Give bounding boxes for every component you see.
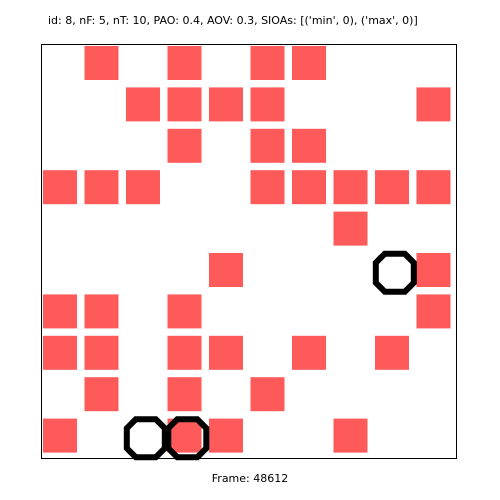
cells-layer xyxy=(43,46,451,453)
agent-ring-icon xyxy=(372,250,417,295)
red-cell xyxy=(209,253,243,287)
red-cell xyxy=(167,87,202,122)
red-cell xyxy=(250,377,285,412)
red-cell xyxy=(167,377,202,412)
red-cell xyxy=(84,170,119,205)
red-cell xyxy=(84,335,119,370)
red-cell xyxy=(84,377,119,412)
red-cell xyxy=(167,294,202,329)
agents-layer xyxy=(123,250,417,461)
red-cell xyxy=(292,170,326,205)
red-cell xyxy=(250,170,285,205)
red-cell xyxy=(250,87,285,122)
red-cell xyxy=(250,46,285,80)
red-cell xyxy=(126,170,160,205)
red-cell xyxy=(209,335,243,370)
red-cell xyxy=(416,294,451,329)
red-cell xyxy=(292,46,326,80)
red-cell xyxy=(375,170,409,205)
red-cell xyxy=(333,170,368,205)
episode-info-header: id: 8, nF: 5, nT: 10, PAO: 0.4, AOV: 0.3… xyxy=(48,14,418,27)
agent-ring-icon xyxy=(165,416,210,461)
red-cell xyxy=(126,87,160,122)
red-cell xyxy=(250,128,285,163)
red-cell xyxy=(292,128,326,163)
agent-ring-icon xyxy=(123,416,168,461)
red-cell xyxy=(416,253,451,287)
red-cell xyxy=(43,170,77,205)
red-cell xyxy=(333,211,368,246)
red-cell xyxy=(167,46,202,80)
grid-frame xyxy=(41,44,457,459)
red-cell xyxy=(84,46,119,80)
red-cell xyxy=(209,87,243,122)
red-cell xyxy=(375,335,409,370)
red-cell xyxy=(167,128,202,163)
frame-counter: Frame: 48612 xyxy=(211,472,289,485)
red-cell xyxy=(209,418,243,453)
red-cell xyxy=(167,335,202,370)
red-cell xyxy=(416,87,451,122)
red-cell xyxy=(43,294,77,329)
red-cell xyxy=(43,418,77,453)
red-cell xyxy=(292,335,326,370)
red-cell xyxy=(333,418,368,453)
red-cell xyxy=(84,294,119,329)
red-cell xyxy=(43,335,77,370)
red-cell xyxy=(416,170,451,205)
